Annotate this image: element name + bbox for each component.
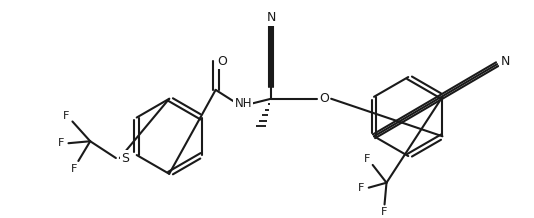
Text: O: O bbox=[218, 55, 227, 68]
Text: N: N bbox=[500, 55, 510, 68]
Text: F: F bbox=[381, 207, 388, 217]
Text: O: O bbox=[319, 92, 329, 105]
Text: F: F bbox=[57, 138, 64, 148]
Text: F: F bbox=[71, 164, 77, 174]
Text: F: F bbox=[358, 183, 364, 193]
Text: N: N bbox=[266, 11, 276, 24]
Text: NH: NH bbox=[234, 97, 252, 110]
Text: S: S bbox=[121, 152, 129, 165]
Text: F: F bbox=[64, 111, 70, 121]
Text: F: F bbox=[364, 154, 370, 164]
